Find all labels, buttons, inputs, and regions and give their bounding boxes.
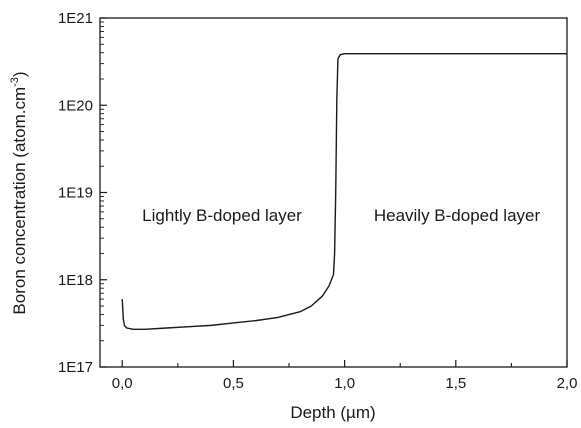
y-axis-label: Boron concentration (atom.cm-3) — [9, 71, 29, 314]
x-axis-label: Depth (µm) — [290, 403, 375, 422]
y-tick-label: 1E19 — [58, 185, 93, 202]
annotation-lightly-doped: Lightly B-doped layer — [142, 206, 302, 225]
x-tick-label: 0,5 — [223, 375, 244, 392]
y-tick-label: 1E20 — [58, 97, 93, 114]
y-tick-label: 1E18 — [58, 272, 93, 289]
x-tick-label: 1,5 — [445, 375, 466, 392]
x-tick-label: 1,0 — [334, 375, 355, 392]
x-tick-label: 0,0 — [112, 375, 133, 392]
ticks: 0,0 0,5 1,0 1,5 2,0 1E17 1E18 1E19 1E20 1E21 — [58, 10, 577, 392]
y-axis-label-exponent: -3 — [9, 77, 21, 87]
y-tick-label: 1E17 — [58, 359, 93, 376]
y-axis-label-main: Boron concentration (atom.cm — [10, 87, 29, 315]
annotation-heavily-doped: Heavily B-doped layer — [374, 206, 541, 225]
series-line — [121, 52, 567, 331]
y-axis-label-close: ) — [10, 71, 29, 77]
data-series — [121, 52, 567, 331]
x-tick-label: 2,0 — [557, 375, 578, 392]
plot-frame — [99, 17, 568, 368]
y-tick-label: 1E21 — [58, 10, 93, 27]
